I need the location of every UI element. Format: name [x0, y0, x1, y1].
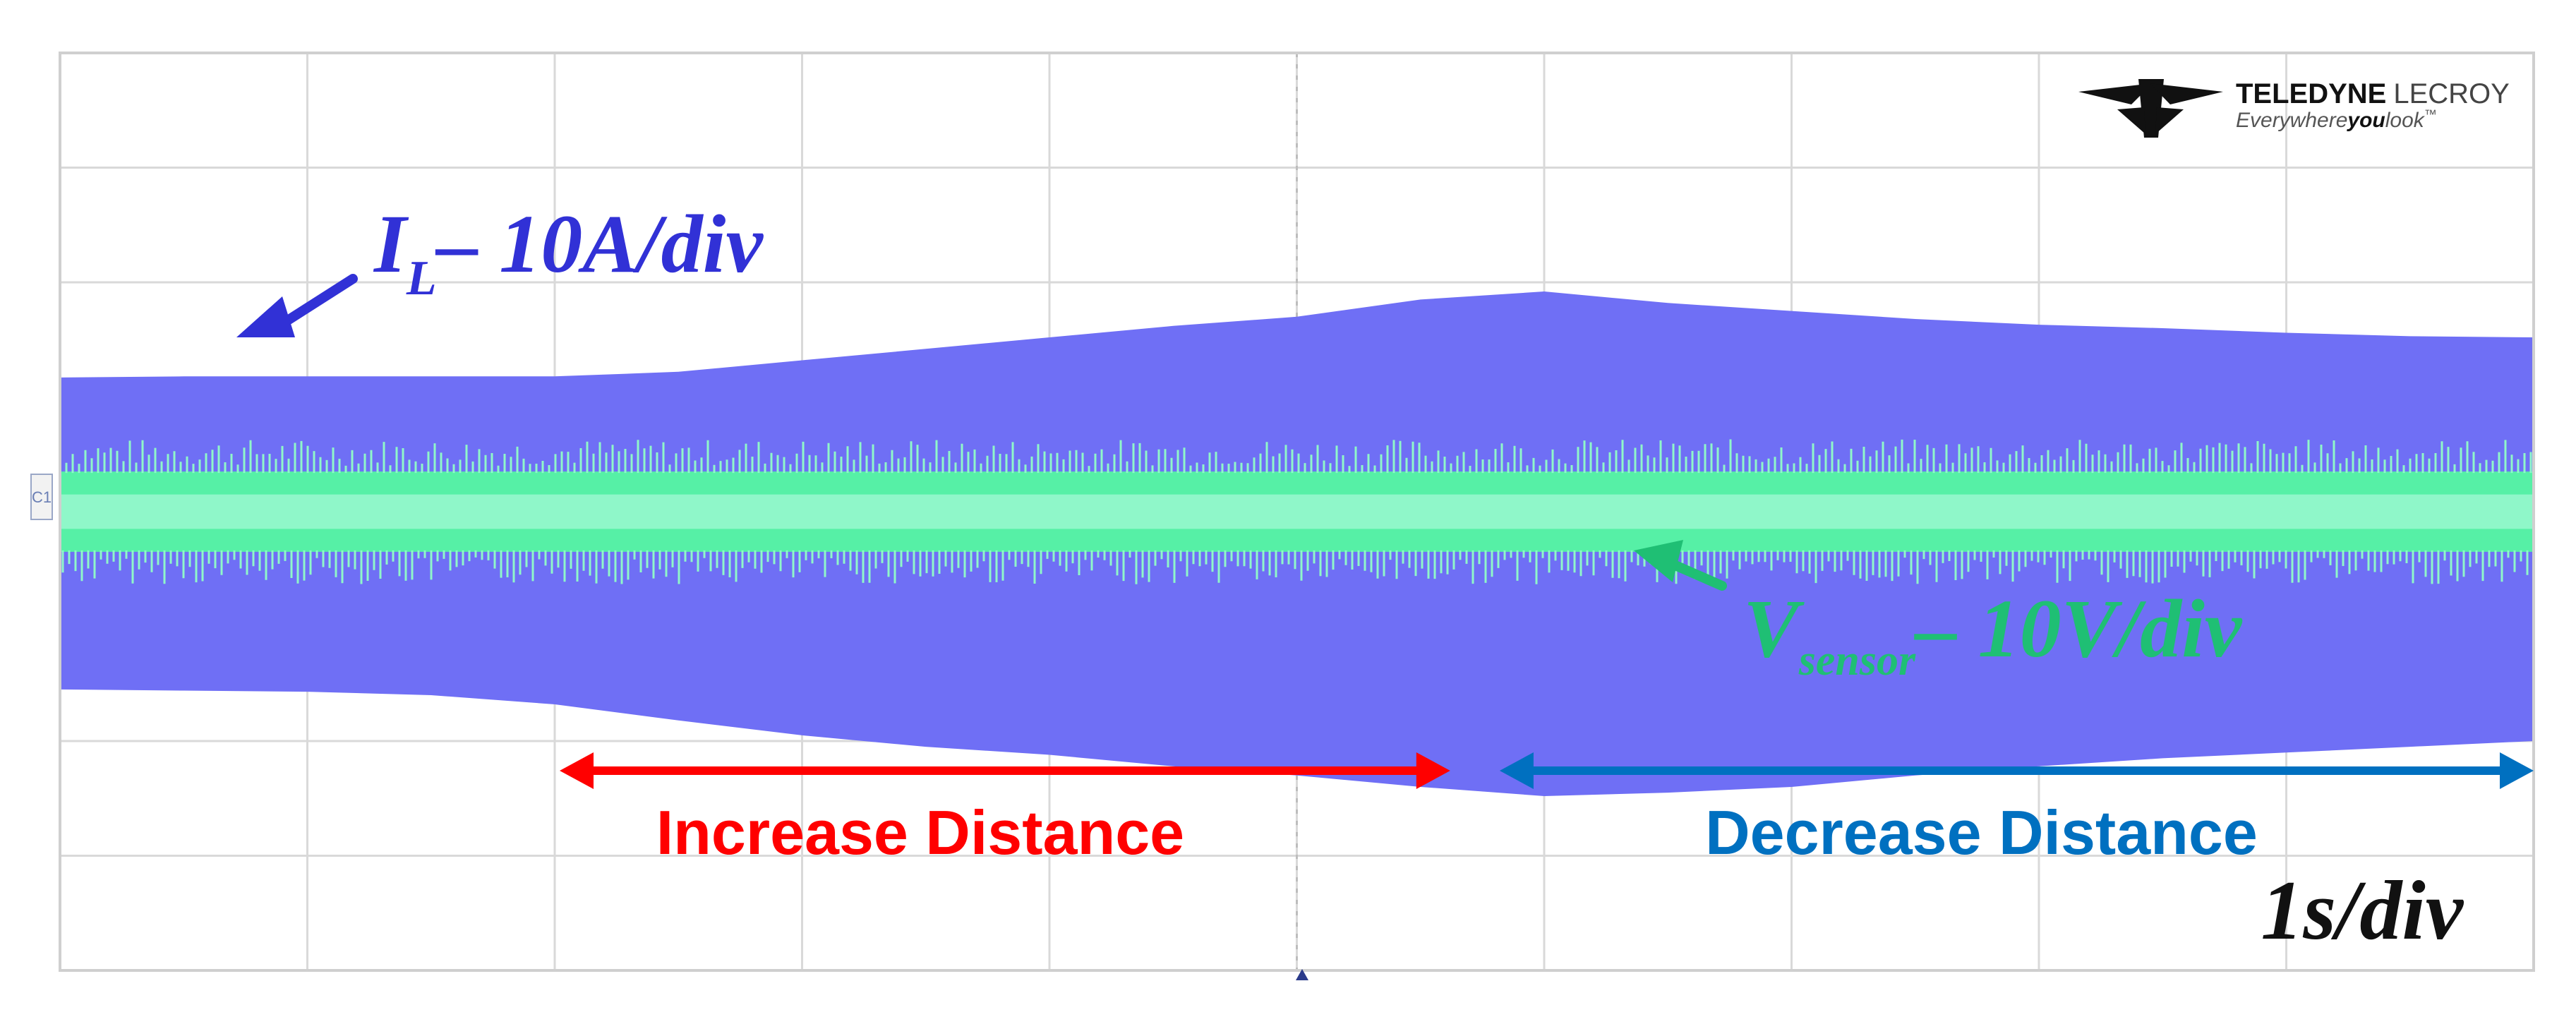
waveform-traces	[59, 291, 2535, 796]
arrowhead-right-icon	[2500, 752, 2534, 789]
il-label-sub: L	[406, 251, 437, 306]
vsensor-label-main: V	[1743, 582, 1805, 675]
timebase-label: 1s/div	[2261, 863, 2464, 957]
logo-tagline-b: you	[2346, 109, 2385, 132]
il-label-main: I	[373, 198, 409, 290]
channel-marker-label: C1	[32, 488, 52, 506]
logo-brand-light: LECROY	[2393, 78, 2510, 109]
distance-annotations: Increase Distance Decrease Distance	[560, 752, 2534, 867]
logo-tagline-c: look	[2385, 109, 2426, 132]
svg-text:Everywhereyoulook™: Everywhereyoulook™	[2236, 107, 2437, 132]
il-arrow-icon	[274, 274, 358, 331]
il-label: IL– 10A/div	[373, 198, 764, 306]
plot-frame	[59, 52, 2535, 972]
il-annotation: IL– 10A/div	[236, 198, 764, 337]
teledyne-lecroy-logo: TELEDYNE LECROY Everywhereyoulook™	[2078, 78, 2510, 138]
logo-tagline-a: Everywhere	[2236, 109, 2347, 132]
logo-brand-bold: TELEDYNE	[2236, 78, 2386, 109]
vsensor-label-scale: – 10V/div	[1914, 582, 2243, 675]
vsensor-label: Vsensor– 10V/div	[1743, 582, 2243, 685]
teledyne-emblem-icon	[2078, 79, 2223, 138]
logo-tagline-tm: ™	[2424, 107, 2437, 121]
distance-label: Increase Distance	[656, 798, 1184, 867]
vsensor-label-sub: sensor	[1798, 637, 1916, 685]
arrowhead-right-icon	[1416, 752, 1450, 789]
decrease-distance-annotation: Decrease Distance	[1499, 752, 2534, 867]
increase-distance-annotation: Increase Distance	[560, 752, 1450, 867]
il-label-scale: – 10A/div	[435, 198, 764, 290]
channel-marker: C1	[30, 474, 53, 520]
arrowhead-left-icon	[560, 752, 594, 789]
vsensor-trace-core	[60, 494, 2534, 529]
arrowhead-left-icon	[1499, 752, 1534, 789]
vsensor-annotation: Vsensor– 10V/div	[1634, 540, 2243, 685]
distance-label: Decrease Distance	[1705, 798, 2258, 867]
trigger-marker-icon	[1296, 969, 1308, 980]
